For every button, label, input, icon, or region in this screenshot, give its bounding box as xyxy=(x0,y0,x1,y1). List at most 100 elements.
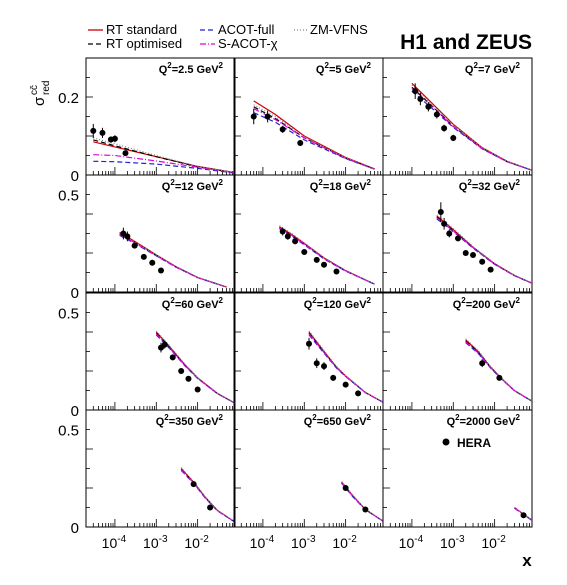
q2-label: Q2=350 GeV2 xyxy=(156,413,224,428)
data-point xyxy=(330,374,337,381)
q2-label: Q2=200 GeV2 xyxy=(453,296,521,311)
data-point xyxy=(157,267,164,274)
x-ticks xyxy=(382,174,533,293)
data-point xyxy=(149,259,156,266)
x-ticks xyxy=(233,409,384,528)
curves xyxy=(180,467,235,523)
x-tick-label: 10-3 xyxy=(440,534,465,551)
legend-label: ZM-VFNS xyxy=(310,22,368,37)
data-points xyxy=(520,512,527,519)
data-point xyxy=(190,481,197,488)
panel: Q2=2000 GeV2 xyxy=(382,409,533,528)
data-points xyxy=(90,123,129,157)
y-tick-label: 0.5 xyxy=(58,188,79,205)
data-point xyxy=(487,266,494,273)
curves xyxy=(155,330,235,404)
data-point xyxy=(441,220,448,227)
y-tick-label: 0 xyxy=(71,168,79,185)
data-point xyxy=(433,111,440,118)
data-points xyxy=(250,108,304,147)
series-line xyxy=(465,342,532,402)
y-tick-label: 0 xyxy=(71,285,79,302)
y-axis-label: σcc̄ red xyxy=(29,81,52,106)
data-points xyxy=(279,227,340,275)
series-line xyxy=(180,467,235,523)
x-ticks xyxy=(382,57,533,176)
series-line xyxy=(465,341,532,402)
series-line xyxy=(514,506,532,521)
data-point xyxy=(131,242,138,249)
x-ticks xyxy=(85,174,236,293)
q2-label: Q2=32 GeV2 xyxy=(459,178,521,193)
data-point xyxy=(178,368,185,374)
data-points xyxy=(412,83,457,142)
data-point xyxy=(90,127,97,134)
q2-label: Q2=650 GeV2 xyxy=(304,413,372,428)
curves xyxy=(279,225,375,285)
data-point xyxy=(355,390,362,397)
data-point xyxy=(441,125,448,132)
data-point xyxy=(99,129,106,136)
data-point xyxy=(342,381,349,388)
data-points xyxy=(305,337,362,397)
x-axis-label: x xyxy=(522,551,532,570)
legend-label: RT optimised xyxy=(106,36,182,51)
panel: 0 0.5 Q2=350 GeV2 xyxy=(58,409,236,537)
y-tick-label: 0.2 xyxy=(58,90,79,107)
series-line xyxy=(119,231,227,288)
x-ticks xyxy=(233,292,384,411)
q2-label: Q2=60 GeV2 xyxy=(162,296,224,311)
data-point xyxy=(462,250,469,256)
curves xyxy=(93,137,235,174)
series-line xyxy=(253,104,375,170)
data-point xyxy=(454,235,461,242)
series-line xyxy=(436,217,532,284)
data-point xyxy=(425,103,432,110)
data-legend-label: HERA xyxy=(457,436,491,450)
x-ticks xyxy=(382,292,533,411)
series-line xyxy=(436,214,532,284)
panel: 0 0.5 Q2=12 GeV2 xyxy=(58,174,236,302)
panel: Q2=7 GeV2 xyxy=(382,57,533,176)
series-line xyxy=(308,333,383,403)
x-tick-label: 10-2 xyxy=(184,534,209,551)
panel: 0 0.5 Q2=60 GeV2 xyxy=(58,292,236,420)
x-ticks xyxy=(85,409,236,528)
data-point xyxy=(264,113,271,120)
x-axis-tick-labels: 10-4 10-3 10-2 10-4 10-3 10-2 10-4 10-3 10-2 xyxy=(102,534,507,551)
panel: Q2=200 GeV2 xyxy=(382,292,533,411)
series-line xyxy=(119,233,227,288)
series-line xyxy=(93,154,235,174)
curves xyxy=(253,100,375,170)
data-points xyxy=(157,340,201,393)
data-point xyxy=(122,150,129,157)
panel: Q2=5 GeV2 xyxy=(233,57,384,176)
y-tick-label: 0 xyxy=(71,520,79,537)
data-point xyxy=(279,228,286,235)
data-point xyxy=(496,374,503,381)
panel: Q2=650 GeV2 xyxy=(233,409,384,528)
series-line xyxy=(308,334,383,403)
series-line xyxy=(411,86,532,171)
data-point xyxy=(321,261,328,268)
series-line xyxy=(341,481,383,522)
y-axis-subscript: red xyxy=(41,81,52,95)
data-points xyxy=(190,481,214,511)
q2-label: Q2=5 GeV2 xyxy=(316,61,372,76)
series-line xyxy=(253,100,375,170)
y-tick-label: 0 xyxy=(71,403,79,420)
series-line xyxy=(155,331,235,404)
x-ticks xyxy=(233,57,384,176)
data-point xyxy=(161,341,168,348)
data-point xyxy=(284,233,291,240)
series-line xyxy=(411,82,532,171)
data-points xyxy=(342,485,369,513)
curves xyxy=(411,82,532,171)
data-point xyxy=(479,360,486,367)
q2-label: Q2=12 GeV2 xyxy=(162,178,224,193)
series-line xyxy=(279,225,375,285)
curves xyxy=(308,330,383,403)
curves xyxy=(119,231,227,288)
x-tick-label: 10-2 xyxy=(481,534,506,551)
